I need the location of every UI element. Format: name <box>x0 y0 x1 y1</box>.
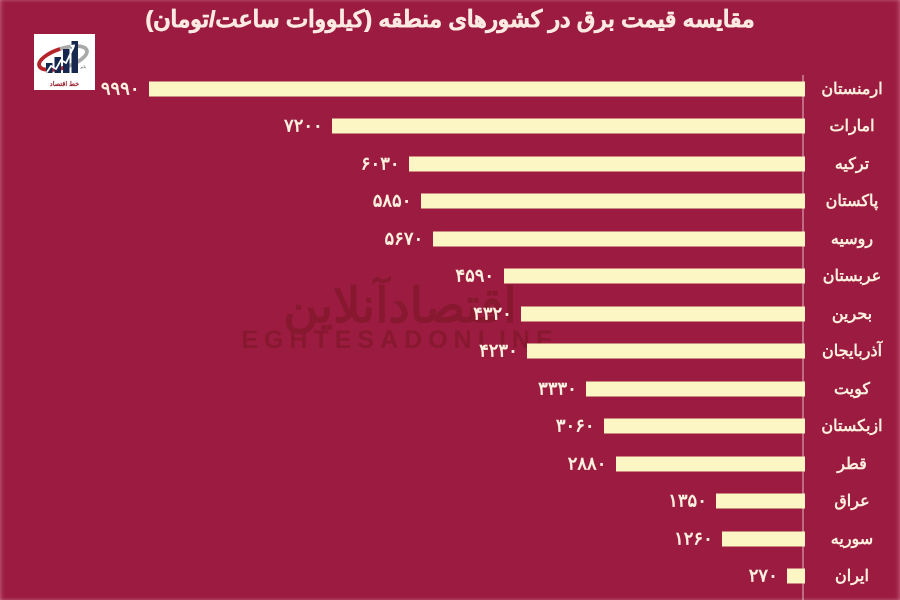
svg-text:یابر: یابر <box>79 64 86 69</box>
